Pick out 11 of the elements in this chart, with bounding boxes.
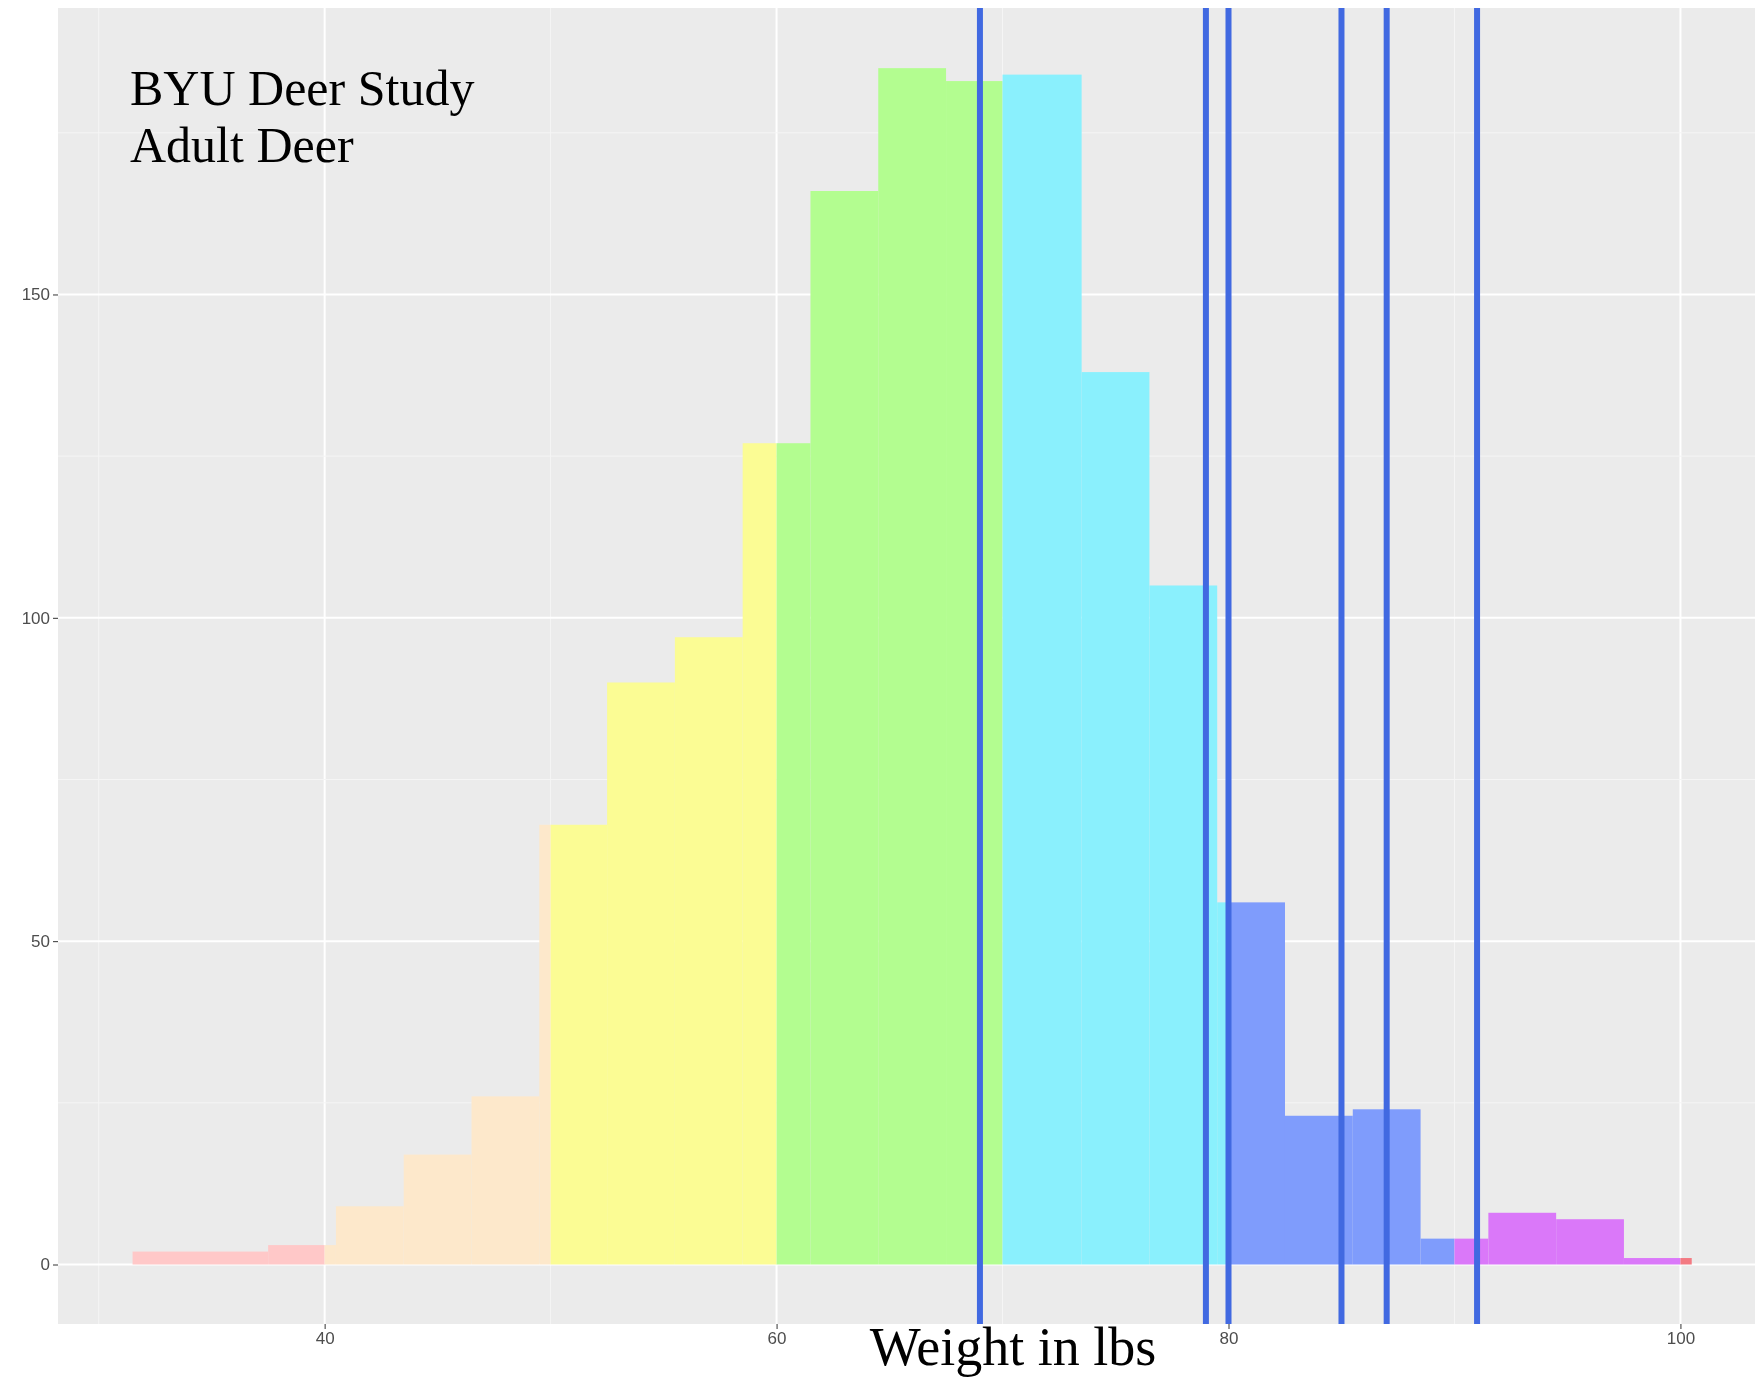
y-tick-label: 100 [21,608,50,628]
x-tick-label: 60 [767,1329,787,1349]
x-tick-label: 80 [1219,1329,1239,1349]
x-axis-title: Weight in lbs [869,1317,1157,1377]
text: BYU Deer Study [130,60,475,116]
y-tick-label: 50 [31,932,50,952]
x-tick-label: 40 [315,1329,335,1349]
y-tick-label: 0 [40,1255,50,1275]
text: Adult Deer [130,117,354,173]
x-tick-label: 100 [1666,1329,1696,1349]
y-tick-label: 150 [21,285,50,305]
